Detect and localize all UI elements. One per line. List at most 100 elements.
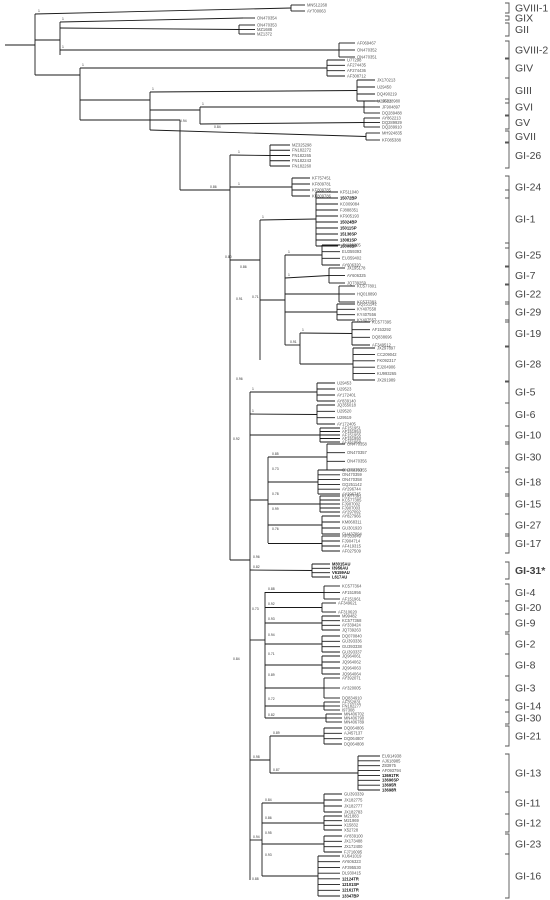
tip-label: JX173488 (344, 839, 363, 844)
genotype-label: GI-4 (515, 587, 536, 599)
internal (59, 27, 240, 30)
tip-label: JX182777 (344, 803, 363, 808)
support-value: 0.94 (253, 835, 260, 839)
support-value: 0.99 (272, 507, 279, 511)
genotype-bracket (505, 77, 510, 104)
tip-label: AF069467 (357, 40, 377, 45)
tip-label: KU641019 (342, 853, 362, 858)
genotype-label: GI-20 (515, 602, 541, 614)
genotype-bracket (505, 380, 510, 404)
support-value: 0.80 (225, 255, 232, 259)
tip-label: DQ838696 (372, 335, 393, 340)
genotype-label: GIII (515, 85, 532, 97)
tip-label: DQ289929 (382, 120, 403, 125)
tip-label: DQ064808 (344, 741, 365, 746)
support-value: 0.73 (272, 467, 279, 471)
support-value: 0.71 (268, 652, 275, 656)
support-value: 0.89 (268, 673, 275, 677)
tip-label: FN182260 (292, 163, 312, 168)
tip-label: FK092317 (377, 358, 397, 363)
tip-label: KY407556 (357, 312, 377, 317)
tip-label: MN512268 (307, 2, 328, 7)
genotype-bracket (505, 189, 510, 249)
support-value: 0.76 (272, 527, 279, 531)
genotype-label: GVI (515, 102, 533, 114)
genotype-label: GVIII-2 (515, 45, 548, 57)
tip-label: U29453 (337, 380, 352, 385)
tip-label: ON470353 (257, 22, 278, 27)
tip-label: JX170213 (377, 77, 396, 82)
tip-label: DQ064807 (344, 736, 365, 741)
genotype-label: GIV (515, 63, 533, 75)
tip-label: FN182277 (342, 703, 362, 708)
support-value: 0.93 (265, 853, 272, 857)
tip-label: GU437994 (342, 531, 363, 536)
tip-label: AF349621 (338, 600, 358, 605)
support-value: 0.93 (268, 617, 275, 621)
tip-label: MH924835 (382, 130, 403, 135)
internal (149, 90, 358, 93)
genotype-label: GI-9 (515, 618, 536, 630)
genotype-label: GVIII-1 (515, 3, 548, 15)
tip-label: M21969 (344, 818, 360, 823)
tip-label: M99482 (342, 613, 358, 618)
tip-label: L617AU (332, 574, 347, 579)
support-value: 0.91 (290, 340, 297, 344)
tip-label: 13698R (382, 787, 396, 792)
tip-label: FJ716095 (344, 849, 363, 854)
genotype-bracket (505, 699, 510, 713)
tip-label: MN406790 (344, 715, 365, 720)
support-value: 1 (152, 87, 154, 91)
genotype-label: GI-6 (515, 409, 536, 421)
genotype-bracket (505, 98, 510, 116)
genotype-bracket (505, 561, 510, 580)
tip-label: AF093794 (382, 768, 402, 773)
genotype-bracket (505, 402, 510, 427)
tip-label: AF151950 (342, 436, 362, 441)
tip-label: AY172405 (337, 421, 357, 426)
tip-label: KF809786 (312, 193, 332, 198)
genotype-label: GI-23 (515, 839, 541, 851)
tip-label: AF153292 (372, 327, 392, 332)
genotype-bracket (505, 513, 510, 537)
tip-label: 12101SP (342, 882, 359, 887)
support-value: 0.82 (268, 713, 275, 717)
support-value: 1 (62, 45, 64, 49)
support-value: 0.91 (236, 297, 243, 301)
tip-label: FN182272 (292, 148, 312, 153)
internal (259, 218, 317, 221)
tip-label: ON470352 (357, 47, 378, 52)
tip-label: MZ325298 (292, 142, 312, 147)
genotype-label: GI-14 (515, 701, 541, 713)
tip-label: AF151956 (342, 590, 362, 595)
tip-label: DQ834910 (342, 695, 363, 700)
tip-label: DQ490219 (377, 91, 398, 96)
support-value: 1 (252, 387, 254, 391)
tip-label: KF809781 (312, 181, 332, 186)
tip-label: JQ739259 (347, 280, 367, 285)
tip-label: M3015AU (332, 561, 350, 566)
tip-label: AY827966 (342, 513, 362, 518)
genotype-bracket (505, 345, 510, 383)
genotype-bracket (505, 711, 510, 725)
support-value: 1 (262, 215, 264, 219)
support-value: 0.82 (253, 565, 260, 569)
tip-label: KC577385 (342, 497, 362, 502)
genotype-label: GI-28 (515, 359, 541, 371)
tip-label: JX291989 (377, 377, 396, 382)
tip-label: AF395530 (342, 865, 362, 870)
internal (59, 17, 244, 23)
tip-label: KC009084 (340, 201, 360, 206)
tip-label: AY700063 (307, 8, 327, 13)
tip-label: GU393337 (342, 649, 363, 654)
tip-label: ON470358 (347, 441, 368, 446)
support-value: 0.84 (214, 125, 221, 129)
tip-label: U29519 (337, 415, 352, 420)
genotype-bracket (505, 425, 510, 445)
tip-label: AF274435 (347, 63, 367, 68)
tip-label: 13347BP (342, 893, 359, 898)
tip-label: JQ964061 (342, 653, 362, 658)
support-value: 0.78 (272, 492, 279, 496)
tip-label: JX195178 (347, 265, 366, 270)
